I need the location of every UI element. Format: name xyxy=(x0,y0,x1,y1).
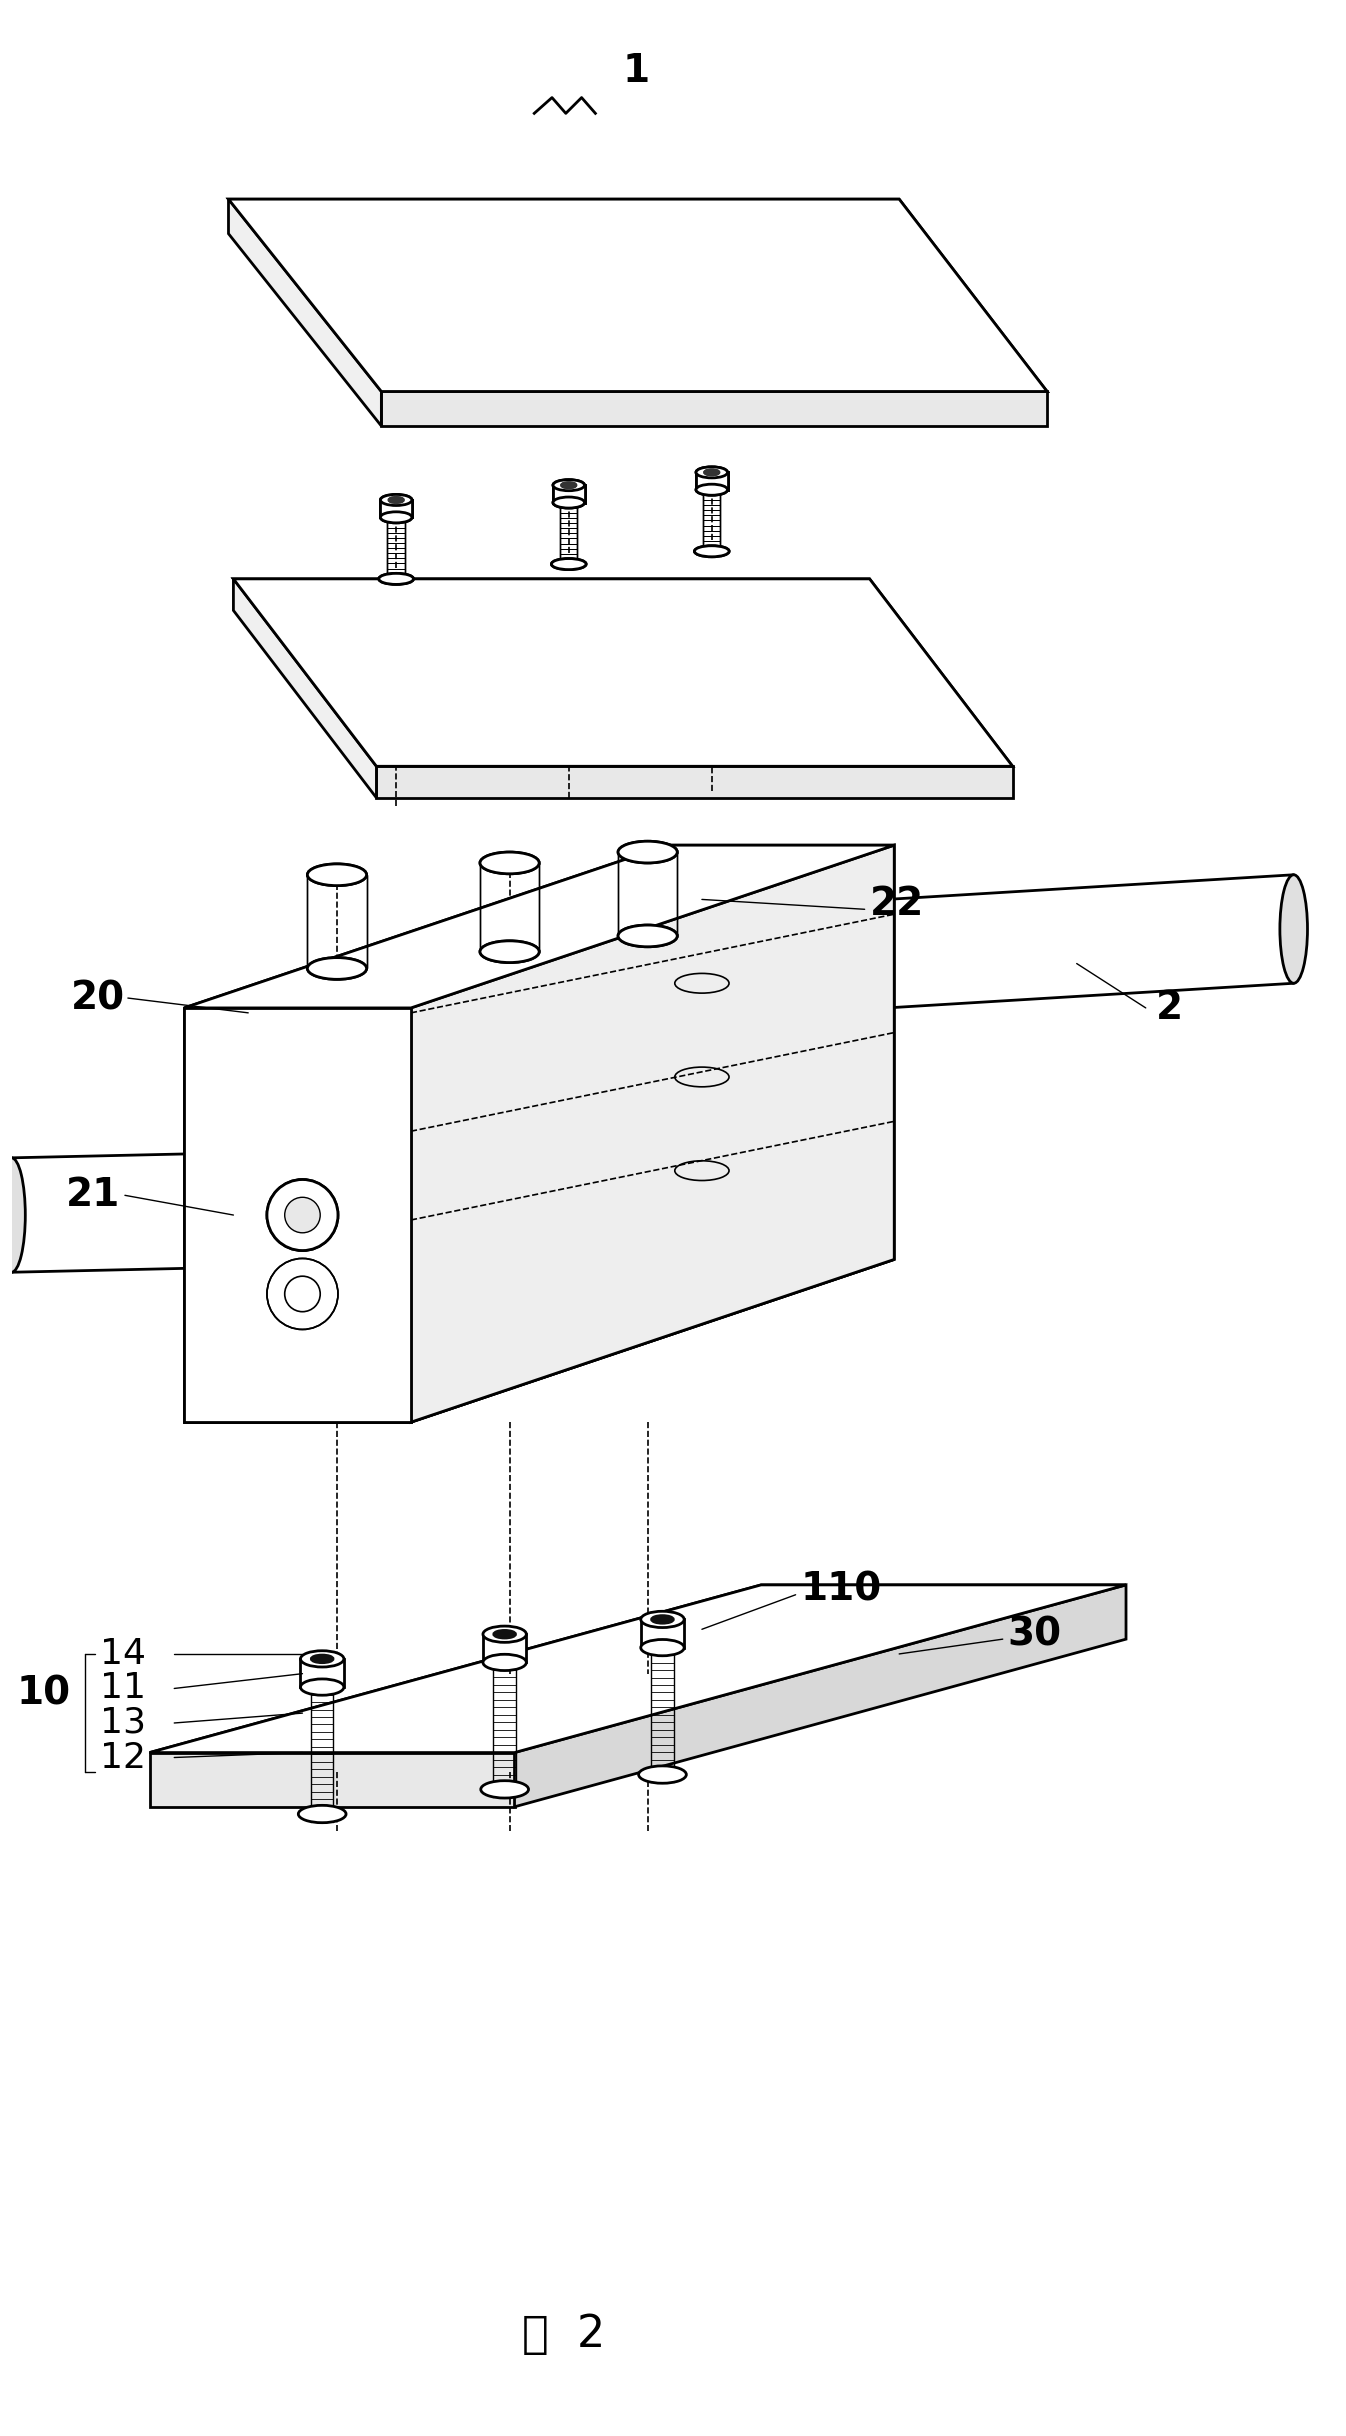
Ellipse shape xyxy=(552,558,586,570)
Polygon shape xyxy=(300,1659,343,1688)
Polygon shape xyxy=(184,845,894,1009)
Ellipse shape xyxy=(618,840,677,862)
Ellipse shape xyxy=(381,512,412,524)
Ellipse shape xyxy=(695,546,730,558)
Ellipse shape xyxy=(638,1766,686,1783)
Text: 20: 20 xyxy=(71,979,125,1018)
Ellipse shape xyxy=(696,468,728,477)
Ellipse shape xyxy=(0,1157,26,1272)
Polygon shape xyxy=(233,580,1012,767)
Ellipse shape xyxy=(696,485,728,495)
Ellipse shape xyxy=(311,1654,332,1664)
Polygon shape xyxy=(696,473,728,490)
Polygon shape xyxy=(377,767,1012,799)
Ellipse shape xyxy=(307,865,366,887)
Text: 2: 2 xyxy=(1156,989,1183,1028)
Ellipse shape xyxy=(378,572,413,585)
Ellipse shape xyxy=(553,480,584,490)
Ellipse shape xyxy=(552,558,586,570)
Ellipse shape xyxy=(481,853,540,875)
Text: 1: 1 xyxy=(623,51,650,90)
Ellipse shape xyxy=(561,482,576,487)
Text: 30: 30 xyxy=(1008,1615,1062,1654)
Ellipse shape xyxy=(494,1630,516,1637)
Polygon shape xyxy=(553,485,584,502)
Text: 110: 110 xyxy=(801,1571,882,1608)
Ellipse shape xyxy=(381,495,412,507)
Polygon shape xyxy=(233,580,1012,767)
Text: 图  2: 图 2 xyxy=(522,2314,606,2356)
Ellipse shape xyxy=(481,1781,529,1798)
Ellipse shape xyxy=(705,470,719,475)
Ellipse shape xyxy=(389,497,404,502)
Ellipse shape xyxy=(651,1615,673,1622)
Polygon shape xyxy=(643,875,1294,1023)
Ellipse shape xyxy=(389,497,404,502)
Ellipse shape xyxy=(696,485,728,495)
Polygon shape xyxy=(229,200,381,426)
Ellipse shape xyxy=(1280,875,1307,984)
Ellipse shape xyxy=(285,1196,320,1233)
Ellipse shape xyxy=(267,1179,338,1250)
Ellipse shape xyxy=(641,1639,684,1656)
Text: 10: 10 xyxy=(16,1674,71,1713)
Ellipse shape xyxy=(378,572,413,585)
Text: 13: 13 xyxy=(100,1705,147,1739)
Polygon shape xyxy=(483,1635,526,1661)
Ellipse shape xyxy=(481,940,540,962)
Polygon shape xyxy=(553,485,584,502)
Text: 22: 22 xyxy=(870,884,923,923)
Polygon shape xyxy=(184,1009,411,1423)
Polygon shape xyxy=(641,1620,684,1647)
Polygon shape xyxy=(12,1142,672,1272)
Polygon shape xyxy=(696,473,728,490)
Ellipse shape xyxy=(300,1678,343,1695)
Ellipse shape xyxy=(300,1652,343,1666)
Ellipse shape xyxy=(618,840,677,862)
Polygon shape xyxy=(149,1586,1127,1751)
Polygon shape xyxy=(184,845,894,1009)
Ellipse shape xyxy=(267,1179,338,1250)
Ellipse shape xyxy=(381,512,412,524)
Ellipse shape xyxy=(307,865,366,887)
Ellipse shape xyxy=(483,1627,526,1642)
Ellipse shape xyxy=(307,957,366,979)
Polygon shape xyxy=(184,1009,411,1423)
Ellipse shape xyxy=(299,1805,346,1822)
Ellipse shape xyxy=(483,1654,526,1671)
Polygon shape xyxy=(149,1751,514,1808)
Text: 14: 14 xyxy=(100,1637,147,1671)
Text: 12: 12 xyxy=(100,1739,147,1773)
Polygon shape xyxy=(514,1586,1127,1808)
Ellipse shape xyxy=(481,853,540,875)
Ellipse shape xyxy=(553,480,584,490)
Text: 21: 21 xyxy=(66,1177,120,1213)
Text: 11: 11 xyxy=(100,1671,147,1705)
Polygon shape xyxy=(381,499,412,516)
Polygon shape xyxy=(411,845,894,1423)
Polygon shape xyxy=(229,200,1047,392)
Ellipse shape xyxy=(641,1610,684,1627)
Polygon shape xyxy=(184,1259,894,1423)
Ellipse shape xyxy=(553,497,584,509)
Polygon shape xyxy=(233,580,377,799)
Polygon shape xyxy=(149,1586,1127,1751)
Polygon shape xyxy=(381,499,412,516)
Ellipse shape xyxy=(561,482,576,487)
Ellipse shape xyxy=(381,495,412,507)
Ellipse shape xyxy=(705,470,719,475)
Ellipse shape xyxy=(618,926,677,948)
Ellipse shape xyxy=(553,497,584,509)
Ellipse shape xyxy=(695,546,730,558)
Ellipse shape xyxy=(307,957,366,979)
Ellipse shape xyxy=(696,468,728,477)
Ellipse shape xyxy=(481,940,540,962)
Polygon shape xyxy=(381,392,1047,426)
Ellipse shape xyxy=(618,926,677,948)
Polygon shape xyxy=(411,845,894,1423)
Polygon shape xyxy=(229,200,1047,392)
